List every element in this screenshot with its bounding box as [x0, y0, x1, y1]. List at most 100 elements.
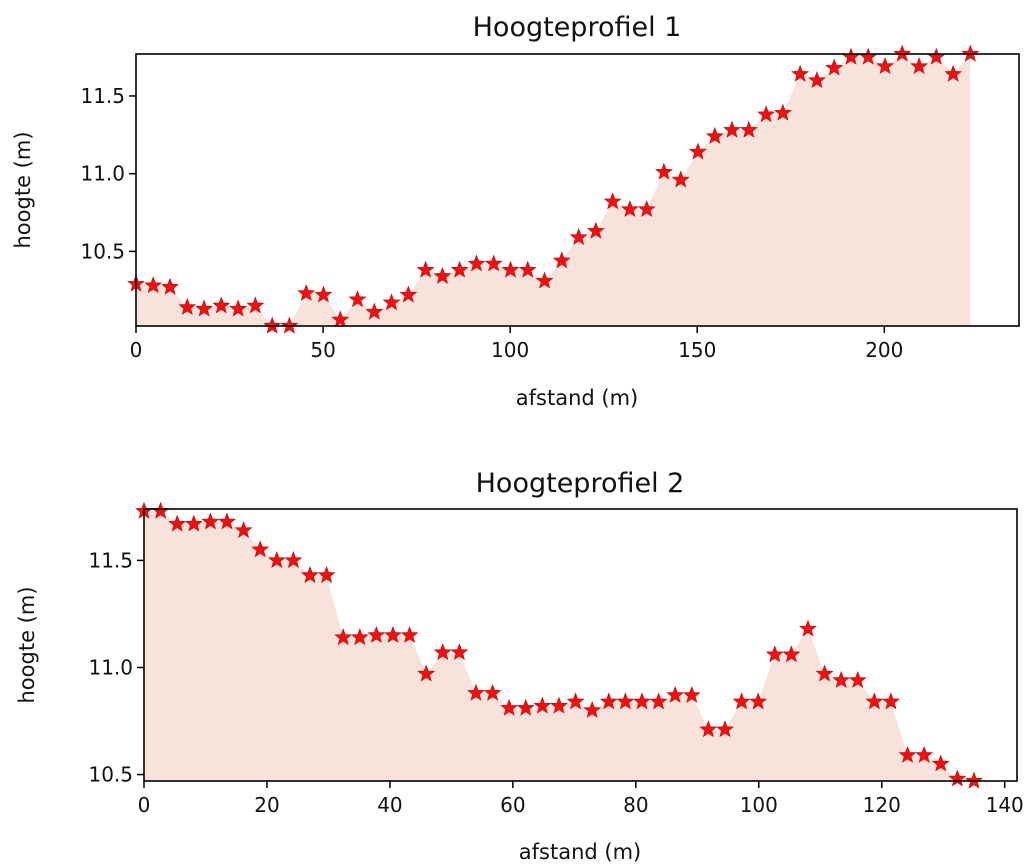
data-point-star	[467, 683, 485, 701]
x-axis-label: afstand (m)	[516, 386, 638, 410]
data-point-star	[518, 260, 537, 278]
chart-hoogteprofiel-1: 0 50 100 150 200 10.5 11.0 11.5 Hoogteprofiel …	[11, 12, 1020, 410]
data-point-star	[774, 103, 792, 121]
chart-title: Hoogteprofiel 1	[473, 12, 682, 43]
data-point-star	[616, 692, 635, 710]
data-point-star	[399, 285, 418, 303]
data-point-star	[799, 619, 817, 637]
data-point-star	[433, 643, 452, 661]
data-point-star	[739, 120, 758, 138]
data-point-star	[716, 720, 734, 738]
y-axis-label: hoogte (m)	[15, 586, 39, 703]
data-point-star	[705, 127, 724, 144]
data-point-star	[583, 700, 602, 718]
y-axis-label: hoogte (m)	[11, 131, 35, 248]
data-point-star	[301, 566, 319, 583]
data-point-star	[689, 142, 707, 160]
elevation-fill-area	[136, 54, 971, 326]
data-point-star	[284, 551, 303, 568]
data-point-star	[848, 670, 867, 688]
data-point-star	[201, 512, 220, 530]
data-point-star	[965, 771, 983, 789]
data-point-star	[898, 745, 917, 763]
x-tick-label: 120	[863, 793, 901, 817]
data-point-star	[791, 64, 810, 82]
data-point-star	[331, 310, 350, 328]
data-point-star	[501, 260, 520, 278]
data-point-star	[699, 720, 718, 738]
y-axis-ticks: 10.5 11.0 11.5	[88, 548, 144, 787]
data-point-star	[382, 293, 401, 311]
data-point-star	[334, 628, 353, 646]
y-axis-ticks: 10.5 11.0 11.5	[80, 84, 136, 263]
data-point-star	[915, 745, 934, 763]
data-point-star	[649, 692, 668, 710]
data-point-star	[212, 296, 231, 314]
data-point-star	[931, 754, 950, 772]
data-point-star	[267, 551, 286, 568]
data-point-star	[317, 566, 336, 583]
elevation-markers	[135, 501, 983, 789]
data-point-star	[815, 664, 834, 682]
data-point-star	[297, 284, 316, 301]
data-point-star	[229, 299, 248, 317]
chart-title: Hoogteprofiel 2	[476, 468, 685, 499]
y-tick-label: 11.0	[80, 162, 125, 186]
data-point-star	[246, 296, 265, 314]
data-point-star	[314, 285, 333, 303]
data-point-star	[184, 514, 203, 532]
x-tick-label: 40	[377, 793, 402, 817]
elevation-fill-area	[144, 511, 974, 781]
data-point-star	[367, 626, 386, 643]
x-tick-label: 20	[254, 793, 279, 817]
data-point-star	[263, 316, 282, 334]
data-point-star	[865, 692, 884, 710]
data-point-star	[417, 664, 436, 682]
data-point-star	[234, 521, 253, 538]
data-point-star	[782, 645, 801, 663]
data-point-star	[195, 299, 213, 317]
data-point-star	[944, 64, 963, 82]
data-point-star	[586, 221, 605, 239]
data-point-star	[682, 685, 701, 703]
y-tick-label: 11.5	[88, 548, 133, 572]
y-tick-label: 11.5	[80, 84, 125, 108]
data-point-star	[178, 298, 197, 315]
data-point-star	[749, 692, 768, 710]
y-tick-label: 10.5	[88, 763, 133, 787]
data-point-star	[500, 698, 519, 716]
data-point-star	[825, 58, 844, 76]
data-point-star	[671, 170, 690, 188]
data-point-star	[484, 254, 503, 272]
data-point-star	[144, 276, 163, 294]
data-point-star	[765, 645, 784, 663]
data-point-star	[882, 692, 900, 710]
data-point-star	[948, 769, 967, 787]
data-point-star	[365, 302, 384, 320]
data-point-star	[348, 290, 367, 308]
x-tick-label: 60	[500, 793, 525, 817]
x-tick-label: 200	[865, 338, 903, 362]
data-point-star	[566, 692, 585, 710]
data-point-star	[876, 57, 894, 74]
data-point-star	[599, 692, 618, 710]
data-point-star	[832, 670, 851, 688]
data-point-star	[516, 698, 535, 716]
data-point-star	[483, 683, 502, 701]
x-axis-label: afstand (m)	[519, 840, 641, 864]
data-point-star	[416, 260, 435, 278]
plot-frame	[135, 53, 1020, 327]
data-point-star	[666, 685, 685, 703]
data-point-star	[552, 251, 571, 269]
data-point-star	[550, 696, 568, 714]
data-point-star	[350, 628, 369, 646]
data-point-star	[450, 260, 469, 278]
data-point-star	[450, 643, 469, 661]
y-tick-label: 11.0	[88, 655, 133, 679]
data-point-star	[535, 271, 554, 289]
x-axis-ticks: 0 50 100 150 200	[130, 326, 903, 362]
data-point-star	[400, 626, 419, 643]
data-point-star	[637, 200, 656, 217]
x-tick-label: 0	[138, 793, 151, 817]
